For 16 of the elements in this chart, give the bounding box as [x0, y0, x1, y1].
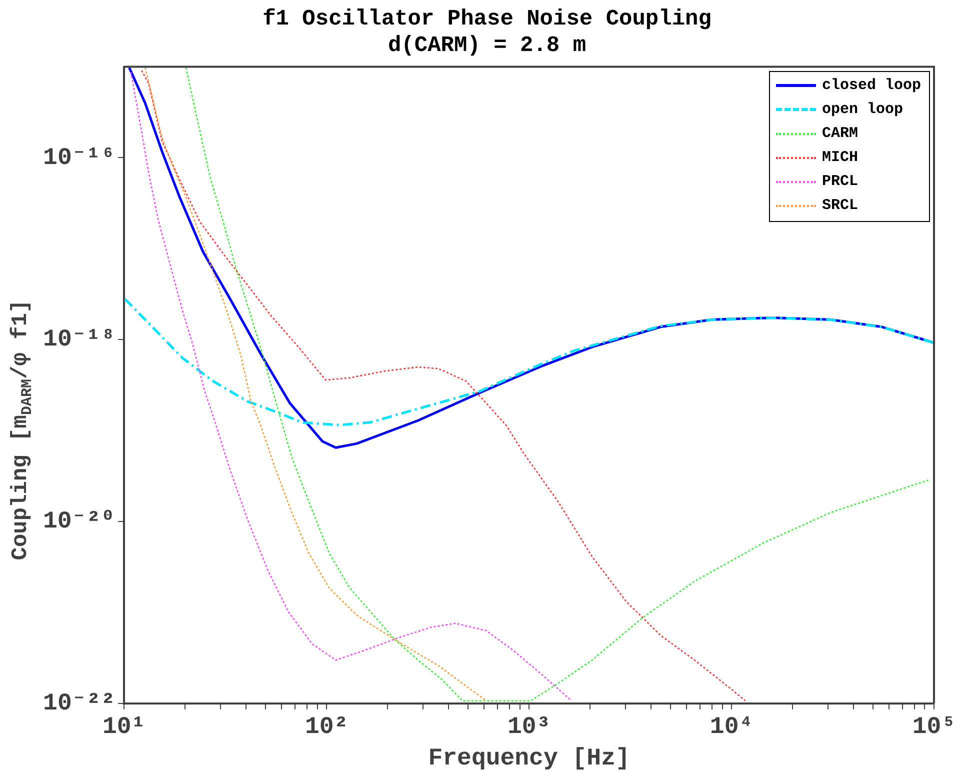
y-tick-label: 10⁻¹⁸: [43, 326, 116, 354]
y-tick-label: 10⁻¹⁶: [43, 144, 116, 172]
y-tick-label: 10⁻²⁰: [42, 508, 116, 536]
legend-label: open loop: [822, 101, 904, 118]
x-tick-label: 10³: [507, 714, 551, 741]
chart-subtitle: d(CARM) = 2.8 m: [388, 33, 586, 58]
legend-label: PRCL: [822, 173, 858, 190]
x-tick-label: 10²: [304, 714, 348, 741]
chart-title: f1 Oscillator Phase Noise Coupling: [262, 6, 712, 32]
x-axis-title: Frequency [Hz]: [428, 746, 630, 773]
x-tick-label: 10⁴: [710, 714, 754, 741]
x-tick-label: 10⁵: [912, 714, 956, 741]
legend-label: closed loop: [822, 77, 922, 94]
legend-label: SRCL: [822, 197, 858, 214]
legend-label: CARM: [822, 125, 858, 142]
legend-label: MICH: [822, 149, 858, 166]
